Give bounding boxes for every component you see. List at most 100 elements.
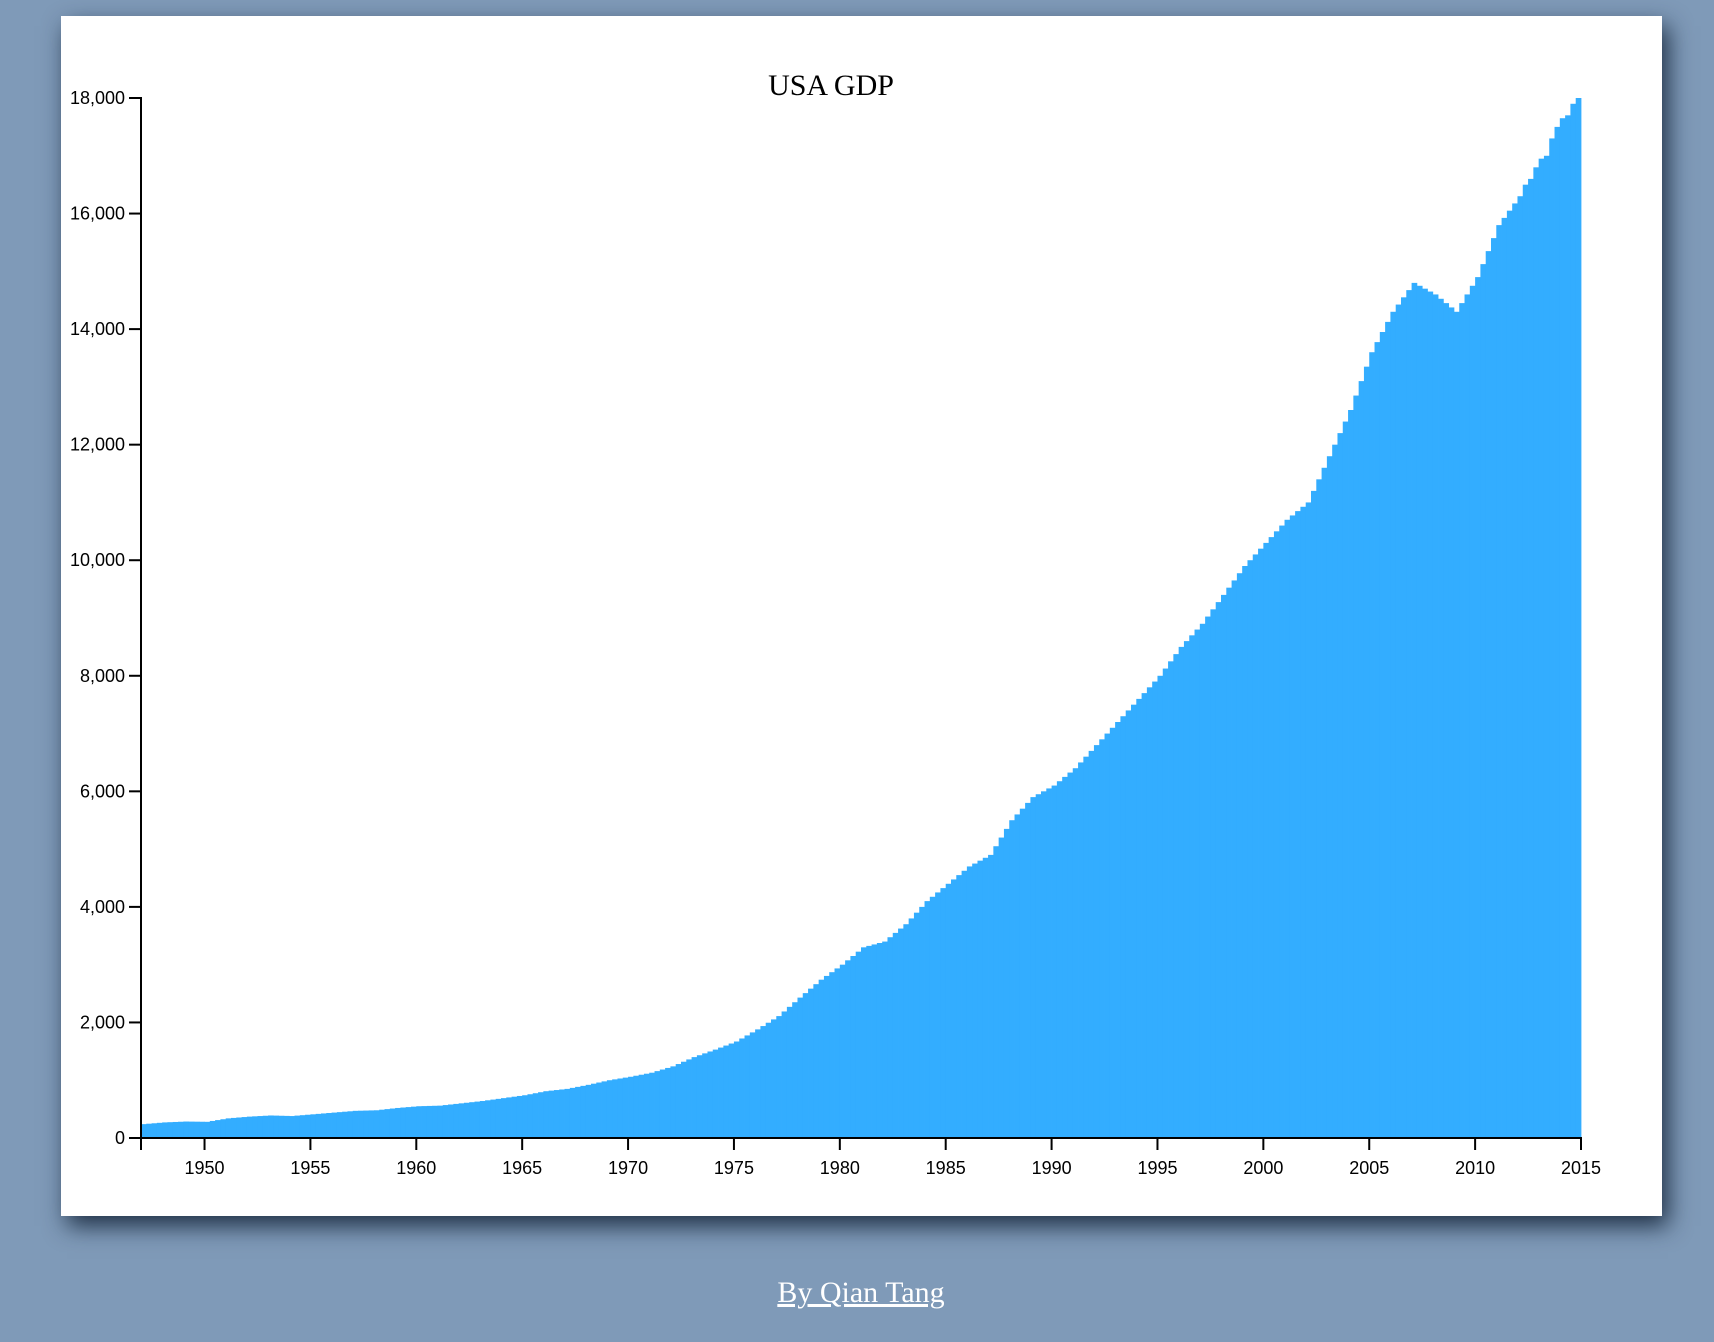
y-axis-line: [129, 97, 142, 1139]
gdp-bar: [432, 1105, 438, 1138]
gdp-bar: [1131, 704, 1137, 1138]
gdp-bar: [268, 1115, 274, 1138]
gdp-bar: [209, 1120, 216, 1138]
gdp-bar: [1469, 285, 1476, 1138]
gdp-bar: [231, 1117, 237, 1138]
gdp-bar: [220, 1119, 227, 1138]
y-tick-label: 18,000: [70, 88, 125, 108]
gdp-bar: [1411, 282, 1418, 1138]
gdp-bar: [654, 1071, 661, 1138]
gdp-bar: [638, 1074, 645, 1138]
gdp-bar: [1363, 366, 1370, 1138]
gdp-bar: [368, 1110, 375, 1138]
gdp-bar: [924, 901, 931, 1138]
gdp-bar: [601, 1081, 608, 1138]
gdp-bar: [1485, 251, 1492, 1139]
gdp-bar: [681, 1061, 687, 1138]
gdp-bar: [257, 1116, 264, 1138]
gdp-bar: [215, 1120, 221, 1138]
gdp-bar: [977, 860, 984, 1138]
gdp-bar: [1554, 126, 1561, 1138]
gdp-bar: [1252, 554, 1259, 1138]
gdp-bar: [1242, 566, 1248, 1138]
gdp-bar: [871, 944, 878, 1138]
x-tick-label: 1960: [396, 1158, 436, 1178]
gdp-bar: [442, 1105, 449, 1138]
gdp-bar: [1025, 802, 1031, 1138]
gdp-bar: [1173, 654, 1180, 1138]
gdp-bar: [1136, 698, 1142, 1138]
gdp-bar: [649, 1072, 655, 1138]
author-link[interactable]: By Qian Tang: [777, 1276, 945, 1309]
gdp-bar: [178, 1121, 184, 1138]
y-tick-label: 0: [115, 1128, 125, 1148]
gdp-bar: [903, 924, 910, 1138]
gdp-bar: [532, 1093, 539, 1138]
gdp-bar: [765, 1022, 772, 1138]
gdp-bar: [1083, 756, 1090, 1138]
gdp-bar: [1120, 716, 1127, 1138]
gdp-bar: [1109, 727, 1116, 1138]
gdp-bar: [802, 993, 809, 1138]
gdp-bar: [172, 1121, 179, 1138]
gdp-bar: [887, 937, 894, 1138]
gdp-bar: [929, 896, 936, 1138]
gdp-bar: [236, 1117, 242, 1138]
gdp-bar: [363, 1110, 370, 1138]
gdp-bar: [241, 1117, 248, 1138]
gdp-bar: [342, 1111, 348, 1138]
gdp-bar: [1205, 616, 1211, 1138]
gdp-bar: [744, 1035, 751, 1138]
gdp-bar: [691, 1057, 698, 1138]
gdp-bar: [1432, 294, 1439, 1138]
gdp-bar: [1178, 646, 1185, 1138]
gdp-bar: [898, 928, 904, 1138]
y-tick-label: 4,000: [80, 897, 125, 917]
gdp-bar: [1067, 772, 1074, 1138]
gdp-bar: [321, 1113, 327, 1138]
y-tick-label: 14,000: [70, 319, 125, 339]
x-tick-label: 1975: [714, 1158, 754, 1178]
gdp-bar: [1141, 693, 1148, 1138]
gdp-bar: [1125, 710, 1132, 1138]
gdp-bar: [982, 857, 989, 1138]
gdp-bar: [315, 1113, 322, 1138]
y-axis: 0 2,000 4,000 6,000 8,000 10,000 12,000 14,000 1…: [70, 88, 142, 1148]
gdp-bar: [776, 1016, 782, 1138]
gdp-bar: [845, 960, 851, 1138]
gdp-bar: [400, 1107, 407, 1138]
gdp-bar: [458, 1103, 465, 1138]
x-tick-label: 1970: [608, 1158, 648, 1178]
gdp-bar: [1575, 98, 1582, 1138]
gdp-bar: [1009, 820, 1015, 1138]
gdp-bar: [823, 975, 830, 1138]
gdp-bar: [1538, 158, 1545, 1139]
bars-group: [141, 98, 1582, 1139]
gdp-bar: [405, 1107, 412, 1138]
gdp-bar: [771, 1019, 777, 1138]
gdp-bar: [1543, 155, 1550, 1138]
x-tick-label: 1990: [1032, 1158, 1072, 1178]
gdp-bar: [453, 1103, 460, 1138]
gdp-bar: [416, 1106, 422, 1138]
gdp-bar: [490, 1099, 497, 1138]
gdp-bar: [961, 870, 968, 1138]
gdp-bar: [1226, 587, 1232, 1138]
gdp-bar: [1453, 311, 1460, 1138]
gdp-bar: [1342, 421, 1349, 1138]
x-tick-label: 1995: [1137, 1158, 1177, 1178]
gdp-bar: [718, 1047, 724, 1138]
gdp-bar: [1348, 410, 1354, 1138]
gdp-bar: [998, 837, 1005, 1138]
gdp-bar: [1003, 828, 1010, 1138]
gdp-bar: [1528, 178, 1534, 1138]
gdp-bar: [1093, 745, 1100, 1138]
gdp-bar: [1448, 307, 1455, 1138]
gdp-bar: [1194, 629, 1201, 1138]
gdp-bar: [723, 1045, 730, 1138]
gdp-bar: [866, 945, 872, 1138]
gdp-bar: [352, 1110, 359, 1138]
gdp-bar: [728, 1043, 735, 1138]
gdp-bar: [1475, 277, 1481, 1138]
gdp-bar: [559, 1089, 565, 1138]
